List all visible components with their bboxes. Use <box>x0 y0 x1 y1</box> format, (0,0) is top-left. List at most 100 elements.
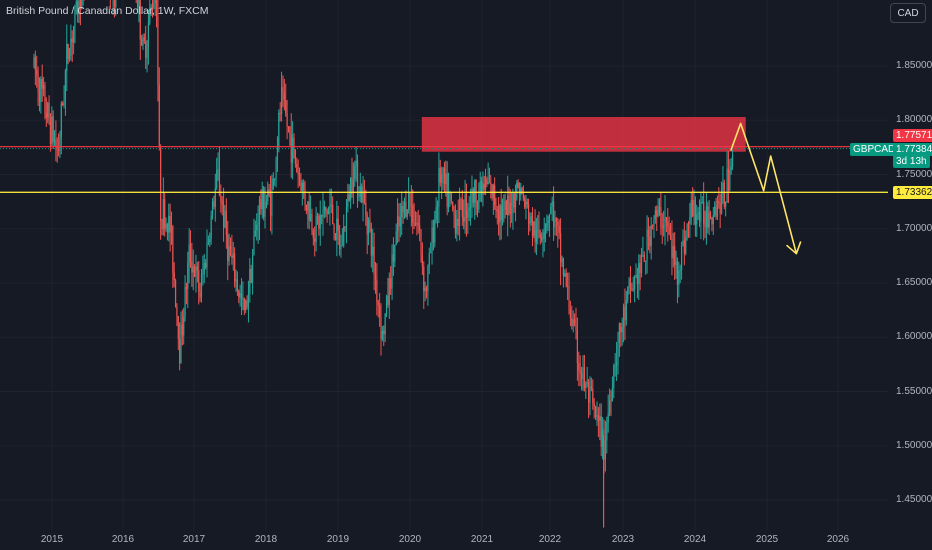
candle-body <box>213 201 215 207</box>
candle-body <box>432 227 435 243</box>
candle-body <box>625 300 627 321</box>
candle-body <box>170 226 173 233</box>
candle-body <box>607 413 609 423</box>
candle-body <box>216 169 218 188</box>
candle-body <box>267 189 269 202</box>
candle-body <box>588 382 590 403</box>
candle-body <box>280 87 283 115</box>
resistance-zone <box>421 116 746 152</box>
candle-body <box>468 207 470 211</box>
candle-body <box>151 6 154 9</box>
candle-body <box>47 103 49 118</box>
candle-body <box>55 139 57 148</box>
candle-body <box>557 221 559 226</box>
candle-body <box>653 219 655 226</box>
candle-body <box>636 274 638 285</box>
candle-body <box>424 287 426 292</box>
candle-body <box>420 229 422 255</box>
candle-body <box>336 218 338 240</box>
candle-body <box>617 342 619 364</box>
candle-body <box>474 179 476 203</box>
candle-body <box>53 139 56 143</box>
candle-body <box>209 238 211 242</box>
candle-body <box>575 323 577 331</box>
candle-body <box>527 204 530 224</box>
candle-body <box>533 221 535 236</box>
support-line-price-label: 1.73362 <box>893 186 932 199</box>
candle-body <box>287 126 290 128</box>
candle-body <box>245 300 247 311</box>
candle-body <box>236 279 238 291</box>
candle-body <box>642 255 644 256</box>
candle-body <box>283 92 285 101</box>
candle-body <box>160 146 162 221</box>
candle-body <box>704 224 706 228</box>
candle-body <box>542 238 544 240</box>
candle-body <box>274 178 276 180</box>
candle-body <box>211 201 214 216</box>
candle-body <box>481 181 483 195</box>
candle-body <box>344 226 346 228</box>
candle-body <box>657 206 659 217</box>
candle-body <box>234 253 236 282</box>
candle-body <box>372 246 374 256</box>
time-tick-label: 2020 <box>398 534 422 545</box>
candle-body <box>509 202 511 214</box>
last-price-label: 1.77384 <box>893 143 932 156</box>
candle-body <box>629 278 632 289</box>
candle-body <box>458 198 461 226</box>
candle-body <box>38 90 41 103</box>
candle-body <box>240 293 243 300</box>
candle-body <box>403 201 406 212</box>
candle-body <box>304 189 306 205</box>
candle-body <box>656 210 658 217</box>
price-tick-label: 1.60000 <box>896 331 932 343</box>
candle-body <box>730 166 732 170</box>
candle-body <box>460 198 462 200</box>
candle-body <box>42 85 45 89</box>
candle-body <box>467 210 469 218</box>
candle-body <box>567 285 569 287</box>
candle-body <box>254 230 256 236</box>
candle-body <box>554 218 556 228</box>
candle-body <box>224 210 226 228</box>
candle-body <box>188 244 190 263</box>
candle-body <box>669 234 672 239</box>
candle-body <box>196 266 198 271</box>
candle-body <box>62 103 64 106</box>
candle-body <box>660 207 662 228</box>
candle-body <box>693 199 695 216</box>
candle-body <box>272 179 274 190</box>
currency-button[interactable]: CAD <box>890 3 926 23</box>
projection-path <box>730 122 798 254</box>
candle-body <box>561 257 563 263</box>
candle-body <box>408 192 410 210</box>
candle-body <box>709 212 712 218</box>
candle-body <box>582 367 584 379</box>
candle-body <box>391 254 393 289</box>
candle-body <box>513 193 515 208</box>
candle-body <box>499 205 501 223</box>
candle-body <box>419 225 421 230</box>
candle-body <box>571 318 573 326</box>
candle-body <box>316 215 319 217</box>
price-tick-label: 1.80000 <box>896 114 932 126</box>
candle-body <box>651 225 654 227</box>
candle-body <box>136 0 139 8</box>
candle-body <box>217 169 219 171</box>
time-tick-label: 2021 <box>470 534 494 545</box>
candle-body <box>654 210 656 220</box>
candle-body <box>221 201 223 205</box>
candle-body <box>727 168 730 191</box>
candle-body <box>613 365 615 388</box>
candle-body <box>539 234 541 237</box>
time-tick-label: 2018 <box>254 534 278 545</box>
candle-body <box>431 227 433 253</box>
candle-body <box>406 209 408 217</box>
candle-body <box>366 214 368 235</box>
candle-body <box>454 214 457 234</box>
candle-body <box>723 182 725 207</box>
candle-body <box>242 298 244 300</box>
candle-body <box>303 182 305 190</box>
